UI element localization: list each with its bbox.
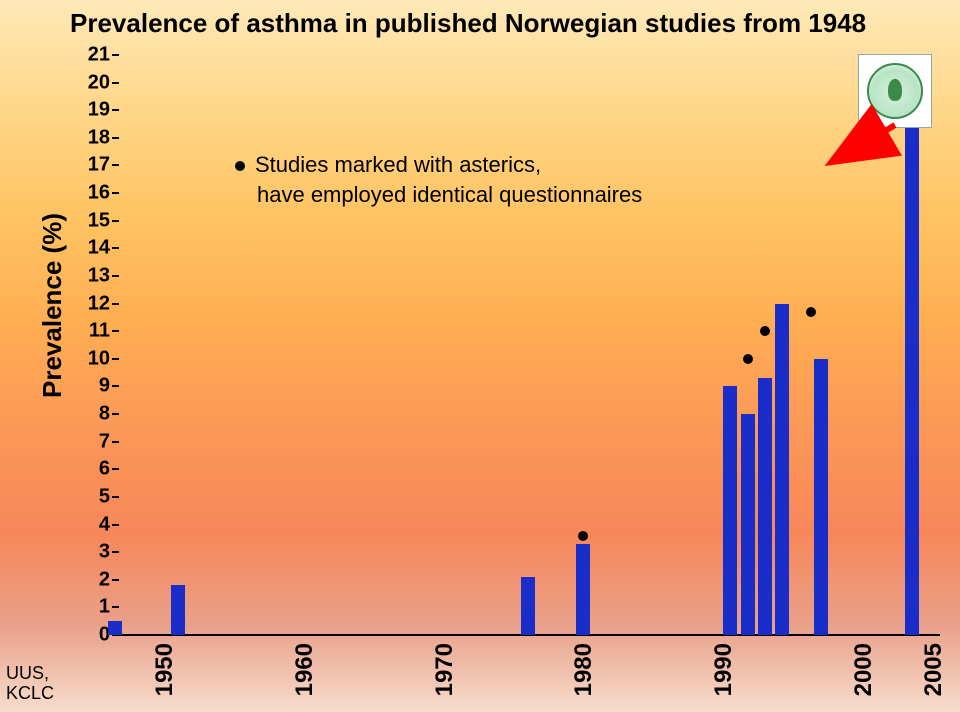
y-tick-mark [112,524,119,526]
footer-label: UUS,KCLC [6,663,54,704]
y-tick-mark [112,303,119,305]
y-tick-label: 2 [70,568,110,591]
y-tick-label: 3 [70,541,110,564]
y-tick-mark [112,330,119,332]
y-tick-label: 7 [70,430,110,453]
y-tick-mark [112,606,119,608]
bar [905,77,919,635]
y-tick-label: 11 [70,320,110,343]
bar [576,544,590,635]
bar [741,414,755,635]
y-tick-label: 19 [70,99,110,122]
slide: Prevalence of asthma in published Norweg… [0,0,960,712]
y-tick-label: 12 [70,292,110,315]
y-tick-label: 16 [70,182,110,205]
y-tick-label: 0 [70,624,110,647]
y-tick-label: 10 [70,347,110,370]
legend: Studies marked with asterics, have emplo… [235,150,642,209]
y-tick-mark [112,496,119,498]
x-tick-label: 2000 [850,643,878,696]
logo-badge [858,54,932,128]
chart-title: Prevalence of asthma in published Norweg… [70,8,866,39]
legend-bullet-icon [235,161,245,171]
legend-line-2: have employed identical questionnaires [235,180,642,210]
y-tick-mark [112,358,119,360]
y-tick-mark [112,247,119,249]
bar [758,378,772,635]
y-tick-mark [112,54,119,56]
bar [814,359,828,635]
y-tick-mark [112,192,119,194]
asterisk-marker [806,307,816,317]
y-tick-label: 4 [70,513,110,536]
x-tick-label: 1950 [151,643,179,696]
y-tick-label: 18 [70,126,110,149]
x-tick-label: 2005 [920,643,948,696]
y-axis-label: Prevalence (%) [37,213,68,398]
asterisk-marker [743,354,753,364]
legend-line-1: Studies marked with asterics, [235,150,642,180]
y-tick-mark [112,109,119,111]
plot-area: Studies marked with asterics, have emplo… [115,55,940,635]
y-tick-label: 9 [70,375,110,398]
x-tick-label: 1960 [291,643,319,696]
bar [171,585,185,635]
bar [521,577,535,635]
y-tick-label: 13 [70,264,110,287]
y-tick-mark [112,468,119,470]
y-tick-mark [112,275,119,277]
y-tick-label: 17 [70,154,110,177]
y-tick-label: 20 [70,71,110,94]
y-tick-mark [112,137,119,139]
bar [723,386,737,635]
x-tick-label: 1990 [710,643,738,696]
y-tick-label: 8 [70,403,110,426]
bar [108,621,122,635]
y-tick-label: 6 [70,458,110,481]
y-tick-label: 1 [70,596,110,619]
logo-icon [867,63,923,119]
x-tick-label: 1980 [570,643,598,696]
y-tick-mark [112,220,119,222]
y-tick-label: 21 [70,44,110,67]
y-tick-mark [112,385,119,387]
y-tick-mark [112,82,119,84]
y-tick-mark [112,441,119,443]
x-tick-label: 1970 [431,643,459,696]
asterisk-marker [760,326,770,336]
y-tick-label: 5 [70,485,110,508]
bar [775,304,789,635]
y-tick-label: 14 [70,237,110,260]
y-tick-mark [112,551,119,553]
y-tick-mark [112,164,119,166]
asterisk-marker [578,531,588,541]
y-tick-mark [112,579,119,581]
y-tick-label: 15 [70,209,110,232]
y-tick-mark [112,413,119,415]
